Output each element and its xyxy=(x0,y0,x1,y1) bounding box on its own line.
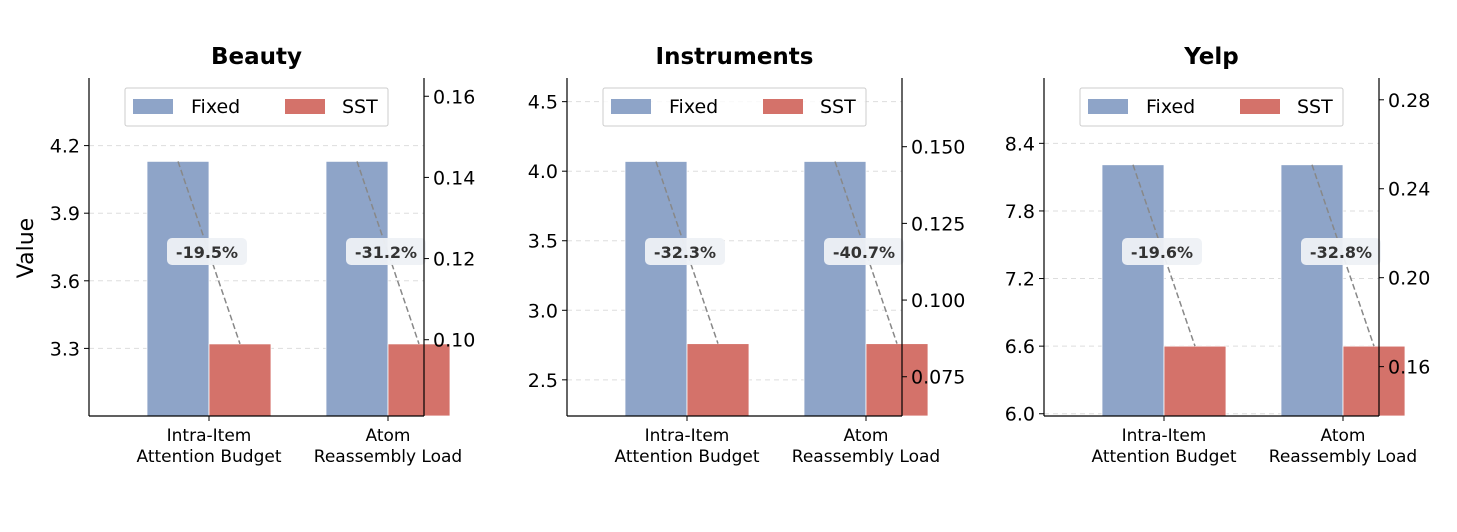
change-badge xyxy=(346,238,426,265)
x-tick-label: Atom xyxy=(1321,426,1366,446)
legend-box xyxy=(1079,87,1344,127)
bar-fixed xyxy=(624,161,688,417)
y-tick-label: 6.6 xyxy=(1005,336,1035,358)
y-tick-label: 4.0 xyxy=(528,161,558,183)
y2-tick-label: 0.16 xyxy=(1388,357,1430,379)
y2-tick-label: 0.10 xyxy=(433,330,475,352)
x-tick-label: Reassembly Load xyxy=(792,447,940,467)
y-tick-label: 7.2 xyxy=(1005,269,1035,291)
bar-sst xyxy=(686,343,750,417)
legend-box xyxy=(124,87,389,127)
x-tick-label: Atom xyxy=(366,426,411,446)
y-tick-label: 3.9 xyxy=(50,203,80,225)
y2-tick-label: 0.16 xyxy=(433,86,475,108)
x-tick-label: Reassembly Load xyxy=(1269,447,1417,467)
y-tick-label: 3.5 xyxy=(528,231,558,253)
change-label: -32.3% xyxy=(654,243,716,262)
legend-swatch-fixed xyxy=(611,99,651,114)
change-connector xyxy=(834,161,898,344)
y-tick-label: 3.0 xyxy=(528,300,558,322)
y-tick-label: 4.5 xyxy=(528,92,558,114)
legend-label-sst: SST xyxy=(820,96,856,118)
change-label: -19.5% xyxy=(176,243,238,262)
y-tick-label: 8.4 xyxy=(1005,133,1035,155)
y-tick-label: 2.5 xyxy=(528,370,558,392)
chart-title: Instruments xyxy=(656,44,814,70)
y-axis-label: Value xyxy=(14,218,39,278)
legend-swatch-fixed xyxy=(133,99,173,114)
y2-tick-label: 0.100 xyxy=(911,290,965,312)
change-connector xyxy=(177,161,241,345)
change-label: -19.6% xyxy=(1131,243,1193,262)
y2-tick-label: 0.125 xyxy=(911,213,965,235)
change-badge xyxy=(645,238,725,265)
legend-swatch-sst xyxy=(1240,99,1280,114)
bar-sst xyxy=(1163,345,1227,417)
y2-tick-label: 0.24 xyxy=(1388,179,1430,201)
x-tick-label: Attention Budget xyxy=(614,447,759,467)
bar-sst xyxy=(387,343,451,417)
y-tick-label: 7.8 xyxy=(1005,201,1035,223)
y-tick-label: 6.0 xyxy=(1005,404,1035,426)
change-connector xyxy=(356,161,420,345)
x-tick-label: Reassembly Load xyxy=(314,447,462,467)
x-tick-label: Intra-Item xyxy=(645,426,730,446)
y2-tick-label: 0.14 xyxy=(433,167,475,189)
x-tick-label: Intra-Item xyxy=(167,426,252,446)
x-tick-label: Atom xyxy=(844,426,889,446)
change-connector xyxy=(655,161,719,344)
change-badge xyxy=(824,238,904,265)
change-badge xyxy=(167,238,247,265)
y2-tick-label: 0.075 xyxy=(911,367,965,389)
change-label: -40.7% xyxy=(833,243,895,262)
y-tick-label: 3.6 xyxy=(50,271,80,293)
bar-fixed xyxy=(1101,164,1165,417)
legend-swatch-sst xyxy=(763,99,803,114)
legend-swatch-fixed xyxy=(1088,99,1128,114)
y2-tick-label: 0.150 xyxy=(911,137,965,159)
legend-label-sst: SST xyxy=(1297,96,1333,118)
change-label: -32.8% xyxy=(1310,243,1372,262)
change-label: -31.2% xyxy=(355,243,417,262)
y2-tick-label: 0.28 xyxy=(1388,90,1430,112)
chart-title: Beauty xyxy=(211,44,302,70)
chart-title: Yelp xyxy=(1183,44,1239,70)
bar-sst xyxy=(208,343,272,417)
bar-fixed xyxy=(803,161,867,417)
y2-tick-label: 0.20 xyxy=(1388,268,1430,290)
bar-fixed xyxy=(146,160,210,417)
x-tick-label: Attention Budget xyxy=(136,447,281,467)
legend-label-fixed: Fixed xyxy=(191,96,240,118)
bar-fixed xyxy=(1280,164,1344,417)
legend-box xyxy=(602,87,867,127)
bar-sst xyxy=(1342,345,1406,417)
x-tick-label: Attention Budget xyxy=(1091,447,1236,467)
legend-label-fixed: Fixed xyxy=(669,96,718,118)
x-tick-label: Intra-Item xyxy=(1122,426,1207,446)
y2-tick-label: 0.12 xyxy=(433,249,475,271)
bar-sst xyxy=(865,343,929,417)
change-badge xyxy=(1122,238,1202,265)
legend-label-sst: SST xyxy=(342,96,378,118)
y-tick-label: 3.3 xyxy=(50,338,80,360)
y-tick-label: 4.2 xyxy=(50,136,80,158)
change-badge xyxy=(1301,238,1381,265)
legend-label-fixed: Fixed xyxy=(1146,96,1195,118)
legend-swatch-sst xyxy=(285,99,325,114)
bar-fixed xyxy=(325,160,389,417)
